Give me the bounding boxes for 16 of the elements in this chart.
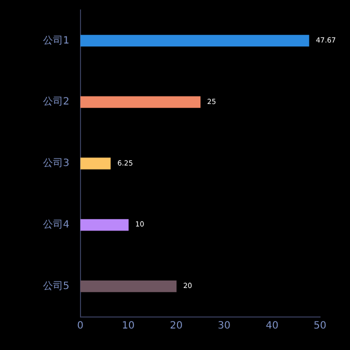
x-tick-label: 0 — [77, 320, 84, 332]
y-tick-label: 公司3 — [42, 157, 70, 170]
bar — [80, 96, 201, 108]
x-tick-label: 30 — [218, 320, 231, 332]
x-tick-label: 50 — [314, 320, 326, 332]
y-tick-label: 公司1 — [42, 34, 70, 46]
x-tick-label: 40 — [266, 320, 278, 332]
bar — [80, 34, 310, 47]
x-tick-label: 20 — [170, 320, 183, 332]
x-tick-label: 10 — [122, 320, 135, 332]
y-tick-label: 公司4 — [42, 218, 70, 230]
y-tick-label: 公司2 — [42, 96, 70, 108]
bar — [80, 219, 129, 231]
y-tick-label: 公司5 — [42, 280, 70, 292]
bar — [80, 158, 111, 170]
bar — [80, 280, 177, 292]
